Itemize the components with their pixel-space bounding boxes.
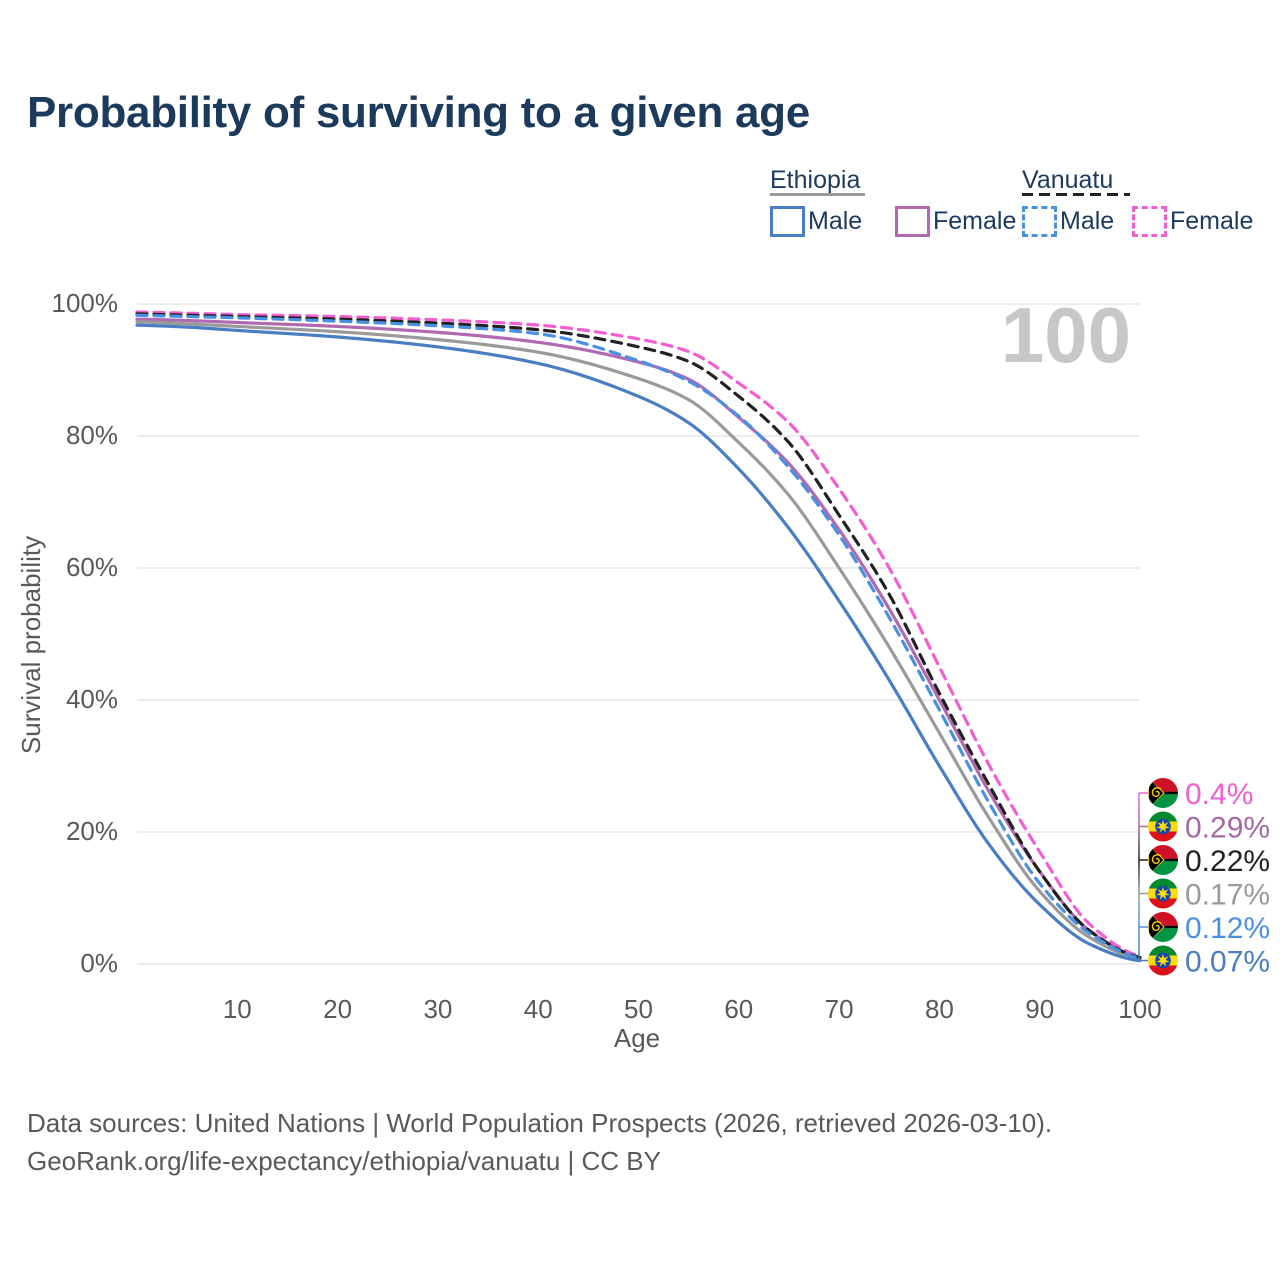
svg-text:60%: 60% — [66, 552, 118, 582]
svg-text:0%: 0% — [80, 948, 118, 978]
svg-text:20%: 20% — [66, 816, 118, 846]
svg-text:30: 30 — [423, 994, 452, 1024]
svg-text:60: 60 — [724, 994, 753, 1024]
svg-text:0.4%: 0.4% — [1185, 778, 1253, 811]
svg-text:80: 80 — [925, 994, 954, 1024]
svg-text:80%: 80% — [66, 420, 118, 450]
svg-text:100: 100 — [1001, 291, 1131, 379]
svg-text:40: 40 — [524, 994, 553, 1024]
svg-text:50: 50 — [624, 994, 653, 1024]
svg-text:90: 90 — [1025, 994, 1054, 1024]
svg-text:Age: Age — [614, 1023, 660, 1053]
svg-text:Survival probability: Survival probability — [16, 536, 46, 754]
svg-text:40%: 40% — [66, 684, 118, 714]
svg-text:0.29%: 0.29% — [1185, 812, 1270, 845]
svg-text:0.22%: 0.22% — [1185, 845, 1270, 878]
svg-text:70: 70 — [825, 994, 854, 1024]
svg-text:100: 100 — [1118, 994, 1161, 1024]
svg-text:100%: 100% — [52, 288, 119, 318]
svg-text:0.07%: 0.07% — [1185, 946, 1270, 979]
svg-text:0.12%: 0.12% — [1185, 912, 1270, 945]
svg-text:10: 10 — [223, 994, 252, 1024]
svg-text:20: 20 — [323, 994, 352, 1024]
svg-text:0.17%: 0.17% — [1185, 879, 1270, 912]
